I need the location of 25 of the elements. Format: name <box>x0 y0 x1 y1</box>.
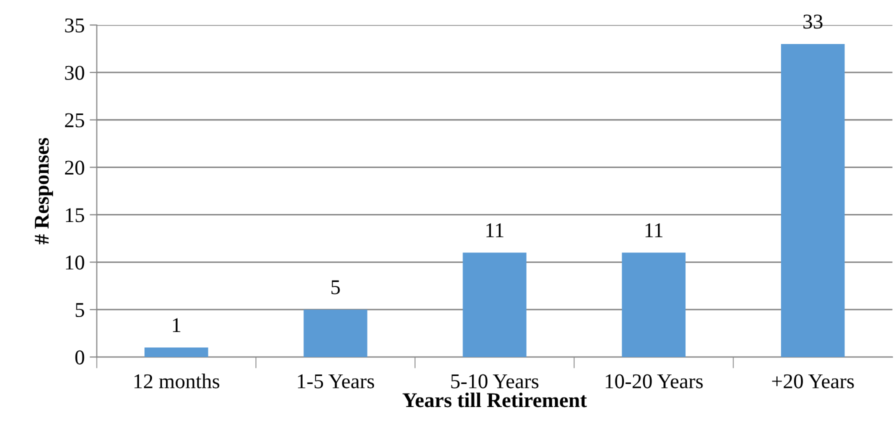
bar <box>304 310 368 358</box>
x-tick-label: 12 months <box>134 374 220 388</box>
y-tick-label: 0 <box>75 350 84 364</box>
y-tick-label: 5 <box>76 303 84 318</box>
y-tick-label: 20 <box>65 160 84 175</box>
data-label: 11 <box>486 223 504 238</box>
data-label: 1 <box>172 318 180 332</box>
y-tick-label: 30 <box>65 66 84 80</box>
x-tick-label: 5-10 Years <box>451 374 538 388</box>
bar <box>462 252 526 358</box>
y-axis-title: # Responses <box>34 138 54 244</box>
y-tick-label: 35 <box>65 18 84 32</box>
y-tick-label: 10 <box>66 256 84 270</box>
bar <box>144 348 208 358</box>
data-label: 11 <box>646 223 662 238</box>
x-tick-label: 1-5 Years <box>298 374 374 388</box>
bar <box>781 44 845 358</box>
data-label: 33 <box>803 14 822 29</box>
y-tick-label: 15 <box>66 208 84 222</box>
x-tick-label: +20 Years <box>772 374 854 388</box>
x-axis-title: Years till Retirement <box>402 392 587 408</box>
y-tick-label: 25 <box>65 113 84 128</box>
bar <box>622 252 686 358</box>
data-label: 5 <box>331 280 340 294</box>
x-tick-label: 10-20 Years <box>606 374 703 388</box>
